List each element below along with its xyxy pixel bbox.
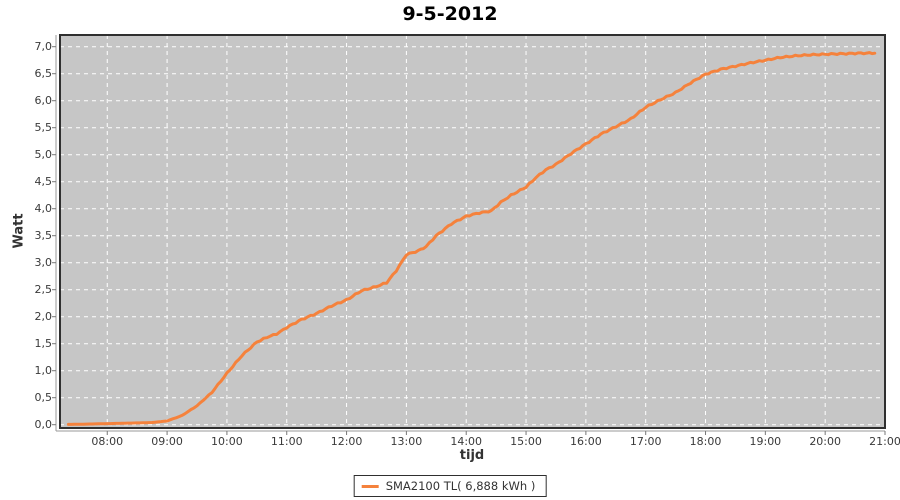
x-tick-label: 20:00 (809, 435, 842, 448)
series-line (66, 51, 877, 426)
plot-area (60, 35, 885, 428)
x-tick-label: 17:00 (629, 435, 662, 448)
y-tick-label: 2,5 (34, 282, 53, 296)
x-tick-label: 16:00 (570, 435, 602, 448)
y-tick-label: 5,5 (34, 120, 53, 134)
chart-title: 9-5-2012 (402, 3, 498, 25)
x-tick-label: 18:00 (689, 435, 722, 448)
y-tick-label: 6,5 (34, 66, 53, 80)
x-tick-label: 10:00 (211, 435, 243, 448)
x-tick-label: 09:00 (151, 435, 183, 448)
y-tick-label: 4,0 (34, 201, 53, 215)
x-tick-label: 11:00 (270, 435, 303, 448)
x-axis-title: tijd (459, 448, 485, 463)
legend-line-swatch (361, 484, 379, 488)
y-tick-label: 0,5 (34, 390, 53, 404)
x-tick-label: 21:00 (869, 435, 900, 448)
y-tick-label: 3,5 (34, 228, 53, 242)
legend-label: SMA2100 TL( 6,888 kWh ) (385, 479, 536, 493)
x-tick-label: 13:00 (390, 435, 423, 448)
y-tick-label: 6,0 (34, 93, 53, 107)
legend: SMA2100 TL( 6,888 kWh ) (353, 475, 547, 497)
y-tick-label: 5,0 (34, 147, 53, 161)
y-tick-label: 1,5 (34, 336, 53, 350)
x-tick-label: 14:00 (450, 435, 483, 448)
x-tick-label: 08:00 (91, 435, 124, 448)
y-tick-label: 4,5 (34, 174, 53, 188)
x-tick-label: 15:00 (510, 435, 542, 448)
y-tick-label: 2,0 (34, 309, 53, 323)
y-tick-label: 3,0 (34, 255, 53, 269)
y-tick-label: 1,0 (34, 363, 53, 377)
plot-border (59, 34, 886, 429)
x-tick-label: 12:00 (330, 435, 363, 448)
y-tick-label: 7,0 (34, 39, 53, 53)
x-tick-label: 19:00 (749, 435, 782, 448)
y-tick-label: 0,0 (34, 417, 53, 431)
